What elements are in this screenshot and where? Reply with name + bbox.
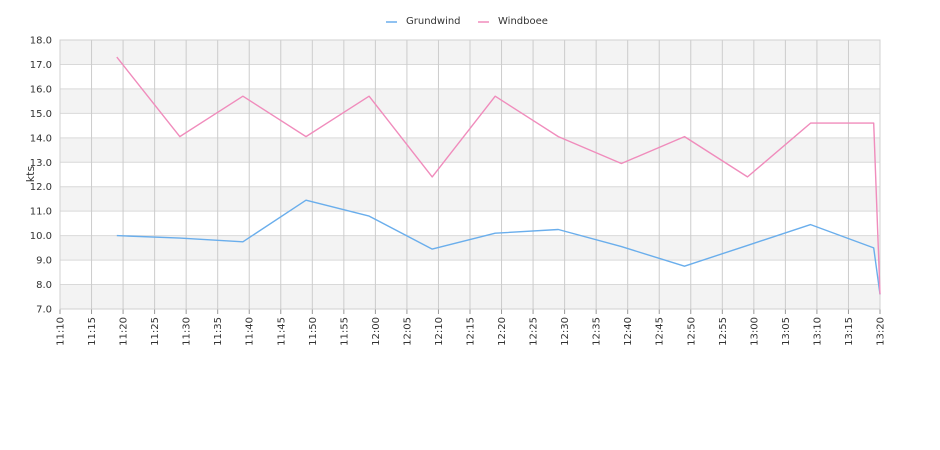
x-tick-label: 13:10 (812, 317, 823, 346)
data-point-grundwind (115, 234, 118, 237)
data-point-grundwind (620, 245, 623, 248)
y-tick-label: 11.0 (30, 207, 52, 218)
x-tick-label: 11:30 (182, 317, 193, 346)
y-tick-label: 10.0 (30, 231, 52, 242)
data-point-windboee (431, 175, 434, 178)
data-point-windboee (872, 122, 875, 125)
x-tick-label: 11:15 (87, 317, 98, 346)
x-tick-label: 11:35 (213, 317, 224, 346)
x-tick-label: 12:30 (560, 317, 571, 346)
y-tick-label: 9.0 (36, 256, 52, 267)
x-tick-label: 12:15 (466, 317, 477, 346)
legend-label: Grundwind (406, 16, 461, 27)
series-line-windboee (116, 56, 881, 295)
x-tick-label: 12:35 (592, 317, 603, 346)
y-tick-label: 16.0 (30, 84, 52, 95)
data-point-windboee (746, 175, 749, 178)
data-point-grundwind (241, 240, 244, 243)
y-tick-label: 12.0 (30, 182, 52, 193)
data-point-grundwind (494, 232, 497, 235)
series-line-grundwind (116, 199, 881, 295)
x-tick-label: 12:05 (402, 317, 413, 346)
legend-item-windboee[interactable]: Windboee (478, 16, 548, 27)
data-point-grundwind (746, 244, 749, 247)
data-point-grundwind (367, 214, 370, 217)
x-tick-label: 11:10 (56, 317, 67, 346)
legend: Grundwind Windboee (386, 16, 548, 27)
x-tick-label: 12:20 (497, 317, 508, 346)
data-point-grundwind (431, 247, 434, 250)
x-tick-label: 11:45 (276, 317, 287, 346)
plot-series (115, 56, 881, 296)
x-tick-label: 11:20 (119, 317, 130, 346)
data-point-grundwind (683, 265, 686, 268)
legend-item-grundwind[interactable]: Grundwind (386, 16, 461, 27)
x-tick-label: 12:55 (718, 317, 729, 346)
y-axis-title: kts (24, 166, 37, 183)
data-point-grundwind (557, 228, 560, 231)
x-tick-label: 13:20 (876, 317, 887, 346)
x-tick-label: 13:05 (781, 317, 792, 346)
x-tick-label: 11:40 (245, 317, 256, 346)
plot-axes: 7.0 8.0 9.0 10.0 11.0 12.0 13.0 14.0 15.0 16.0 17.… (30, 36, 887, 346)
x-tick-label: 11:50 (308, 317, 319, 346)
x-tick-label: 12:50 (686, 317, 697, 346)
y-tick-label: 8.0 (36, 280, 52, 291)
x-tick-label: 12:25 (529, 317, 540, 346)
data-point-windboee (878, 293, 881, 296)
data-point-grundwind (304, 199, 307, 202)
data-point-grundwind (809, 223, 812, 226)
data-point-windboee (178, 135, 181, 138)
x-tick-label: 12:45 (655, 317, 666, 346)
x-tick-label: 12:10 (434, 317, 445, 346)
y-tick-label: 18.0 (30, 36, 52, 47)
y-tick-label: 7.0 (36, 305, 52, 316)
data-point-grundwind (178, 236, 181, 239)
data-point-grundwind (872, 246, 875, 249)
x-tick-label: 12:40 (623, 317, 634, 346)
y-tick-label: 17.0 (30, 60, 52, 71)
data-point-windboee (115, 56, 118, 59)
y-tick-label: 14.0 (30, 133, 52, 144)
y-tick-label: 15.0 (30, 109, 52, 120)
data-point-windboee (809, 122, 812, 125)
x-tick-label: 13:00 (749, 317, 760, 346)
y-tick-label: 13.0 (30, 158, 52, 169)
data-point-windboee (683, 135, 686, 138)
data-point-windboee (557, 135, 560, 138)
legend-label: Windboee (498, 16, 548, 27)
data-point-windboee (241, 95, 244, 98)
data-point-windboee (367, 95, 370, 98)
x-tick-label: 11:25 (150, 317, 161, 346)
plot-grid (59, 39, 881, 310)
data-point-windboee (304, 135, 307, 138)
data-point-windboee (620, 162, 623, 165)
plot-border (59, 39, 881, 310)
x-tick-label: 13:15 (844, 317, 855, 346)
x-tick-label: 12:00 (371, 317, 382, 346)
x-tick-label: 11:55 (339, 317, 350, 346)
data-point-windboee (494, 95, 497, 98)
